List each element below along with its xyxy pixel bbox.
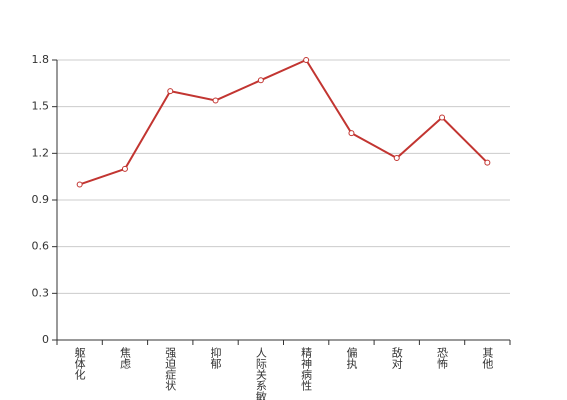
- point: [303, 57, 310, 63]
- y-tick-label: 0.3: [32, 286, 50, 299]
- point: [167, 88, 174, 95]
- point: [212, 97, 219, 104]
- x-tick-label: 抑郁: [209, 346, 222, 369]
- point: [76, 181, 83, 188]
- y-tick-label: 1.5: [32, 100, 50, 113]
- x-tick-label: 精神病性: [300, 347, 313, 392]
- x-tick-label: 人际关系敏感: [254, 347, 267, 400]
- x-tick-label: 恐怖: [436, 347, 449, 369]
- y-tick-label: 0.9: [32, 193, 50, 206]
- y-tick-label: 0.6: [32, 240, 50, 253]
- x-tick-label: 偏执: [345, 346, 358, 370]
- x-tick-label: 敌对: [390, 346, 403, 369]
- point: [348, 130, 355, 137]
- point: [257, 77, 264, 84]
- y-tick-label: 1.8: [32, 53, 50, 66]
- point: [439, 114, 446, 121]
- x-tick-label: 强迫症状: [164, 347, 177, 391]
- point: [393, 155, 400, 161]
- x-tick-label: 其他: [481, 347, 494, 369]
- y-tick-label: 0: [42, 333, 49, 346]
- line: [79, 58, 489, 186]
- point: [484, 159, 491, 166]
- point: [121, 165, 128, 172]
- y-tick-label: 1.2: [32, 146, 50, 159]
- x-tick-label: 焦虑: [118, 347, 131, 369]
- x-tick-label: 躯体化: [73, 347, 86, 381]
